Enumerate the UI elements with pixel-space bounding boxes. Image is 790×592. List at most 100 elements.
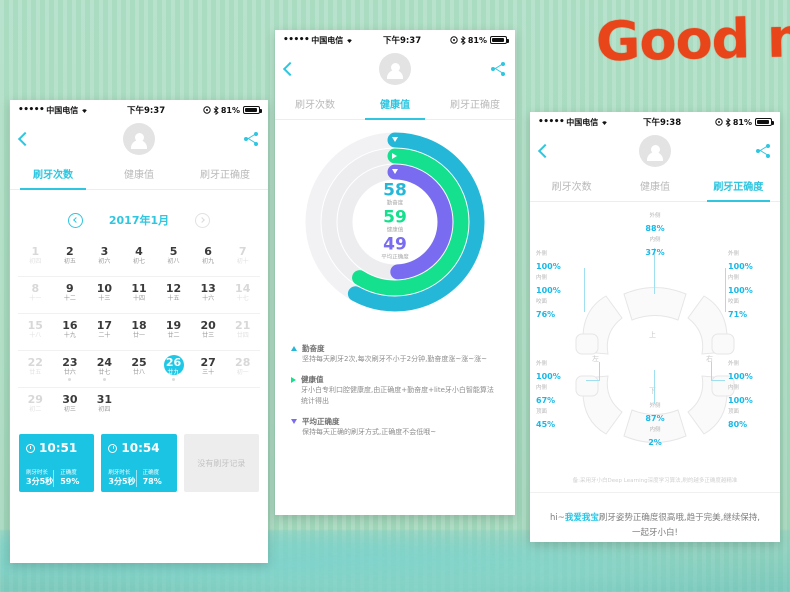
calendar-day-cell[interactable]: 7 初十 [225,245,260,272]
metric-value: 67% [536,396,556,405]
calendar-day-cell[interactable]: 19 廿二 [156,319,191,346]
calendar-day-cell[interactable]: 11 十四 [122,282,157,309]
calendar-day-cell[interactable]: 20 廿三 [191,319,226,346]
calendar-day-number: 19 [165,319,182,332]
calendar-day-number: 15 [27,319,43,332]
record-accuracy-value: 78% [142,477,162,486]
tab-brushing-accuracy[interactable]: 刷牙正确度 [200,170,250,181]
calendar-day-lunar: 初一 [236,369,249,376]
calendar-day-cell[interactable]: 28 初一 [225,356,260,383]
triangle-right-icon [291,377,296,383]
tab-brushing-count[interactable]: 刷牙次数 [551,182,592,193]
metric-label: 外侧 [728,361,740,367]
battery-icon [754,118,774,126]
alarm-icon [450,36,458,44]
calendar-day-cell[interactable]: 14 十七 [225,282,260,309]
metric-label: 外侧 [536,361,548,367]
phone-screen-brushing-accuracy: ••••• 中国电信 下午9:38 81% 刷牙次数 健康值 刷牙正确度 [530,112,780,542]
calendar-day-cell[interactable]: 1 初四 [18,245,53,272]
tab-brushing-count[interactable]: 刷牙次数 [295,100,335,111]
calendar-day-cell[interactable]: 26 廿九 [156,355,191,383]
arch-label-lower: 下 [649,387,656,395]
calendar-day-cell[interactable]: 16 十九 [53,319,88,346]
calendar-day-cell[interactable]: 23 廿六 [53,356,88,383]
leader-line [711,380,725,381]
back-button[interactable] [537,143,553,159]
calendar-day-number: 31 [96,393,113,406]
share-icon[interactable] [756,144,770,158]
tab-health-value[interactable]: 健康值 [639,182,670,193]
metric-upper-left: 外侧 100% 内侧 100% 咬面 76% [536,250,561,322]
health-ring-chart: 58 勤奋度 59 健康值 49 平均正确度 [275,120,515,335]
metric-lower-center: 外侧 87% 内侧 2% [630,402,680,450]
calendar-day-lunar: 廿六 [63,369,76,376]
leader-line [654,248,655,294]
calendar-day-cell[interactable]: 2 初五 [53,245,88,272]
calendar-day-cell[interactable]: 9 十二 [53,282,88,309]
share-icon[interactable] [491,62,505,76]
calendar-day-number: 28 [235,356,251,369]
tab-brushing-accuracy[interactable]: 刷牙正确度 [450,100,500,111]
calendar-day-cell[interactable]: 3 初六 [87,245,122,272]
tab-bar: 刷牙次数 健康值 刷牙正确度 [530,172,780,202]
calendar-day-cell[interactable]: 4 初七 [122,245,157,272]
record-accuracy-label: 正确度 [60,470,77,476]
calendar-day-cell[interactable]: 6 初九 [191,245,226,272]
avatar[interactable] [379,53,411,85]
calendar-day-lunar: 廿一 [132,332,145,339]
metric-value: 45% [536,420,556,429]
calendar-day-cell[interactable]: 13 十六 [191,282,226,309]
tab-bar: 刷牙次数 健康值 刷牙正确度 [275,90,515,120]
metric-lower-left: 外侧 100% 内侧 67% 顶面 45% [536,360,561,432]
calendar-day-cell[interactable]: 22 廿五 [18,356,53,383]
signal-dots-icon: ••••• [538,117,565,127]
status-bar: ••••• 中国电信 下午9:38 81% [530,112,780,130]
share-icon[interactable] [244,132,258,146]
avatar[interactable] [639,135,671,167]
calendar-day-cell[interactable]: 15 十八 [18,319,53,346]
calendar-day-cell[interactable]: 8 十一 [18,282,53,309]
tab-brushing-count[interactable]: 刷牙次数 [10,160,96,190]
calendar-day-lunar: 初七 [132,258,145,265]
avatar[interactable] [123,123,155,155]
calendar-day-number: 10 [96,282,113,295]
back-button[interactable] [282,61,298,77]
calendar-day-cell[interactable]: 31 初四 [87,393,122,420]
calendar-day-cell[interactable]: 10 十三 [87,282,122,309]
calendar-day-number: 14 [235,282,251,295]
calendar-day-lunar: 初十 [236,258,249,265]
calendar-day-cell[interactable]: 18 廿一 [122,319,157,346]
prev-month-button[interactable] [67,212,83,228]
calendar-day-cell[interactable]: 27 三十 [191,356,226,383]
calendar-day-cell[interactable]: 24 廿七 [87,356,122,383]
tab-health-value[interactable]: 健康值 [355,90,435,120]
metric-label: 外侧 [649,213,661,219]
clock-label: 下午9:37 [382,36,422,46]
record-card[interactable]: 10:51 刷牙时长 3分5秒 正确度 59% [19,434,95,492]
record-time: 10:54 [121,441,160,455]
side-label-left: 左 [592,355,599,363]
calendar-day-cell[interactable]: 5 初八 [156,245,191,272]
calendar-day-cell[interactable]: 29 初二 [18,393,53,420]
tab-health-value[interactable]: 健康值 [124,170,154,181]
calendar-day-cell[interactable]: 25 廿八 [122,356,157,383]
calendar-grid: 1 初四 2 初五 3 初六 4 初七 5 初八 6 初九 7 初十 8 十一 9 十二 10 十三 11 十四 12 十五 1… [10,240,268,424]
calendar-day-cell[interactable]: 21 廿四 [225,319,260,346]
metric-lower-right: 外侧 100% 内侧 100% 顶面 80% [728,360,753,432]
triangle-up-icon [291,346,297,351]
calendar-day-cell[interactable]: 30 初三 [53,393,88,420]
calendar-day-cell[interactable]: 12 十五 [156,282,191,309]
brushing-records-row: 10:51 刷牙时长 3分5秒 正确度 59% 10:54 刷牙时长 3分5秒 [10,424,268,492]
calendar-day-number: 26 [165,356,182,369]
tab-brushing-accuracy[interactable]: 刷牙正确度 [697,172,780,202]
record-card[interactable]: 10:54 刷牙时长 3分5秒 正确度 78% [101,434,177,492]
calendar-day-number: 25 [131,356,147,369]
calendar-title: 2017年1月 [108,214,170,227]
calendar-day-lunar: 廿二 [167,332,180,339]
back-button[interactable] [17,131,33,147]
metric-value: 71% [728,310,748,319]
battery-percent-label: 81% [220,105,240,115]
calendar-day-cell[interactable]: 17 二十 [87,319,122,346]
calendar-day-lunar: 十八 [29,332,42,339]
next-month-button[interactable] [195,212,211,228]
